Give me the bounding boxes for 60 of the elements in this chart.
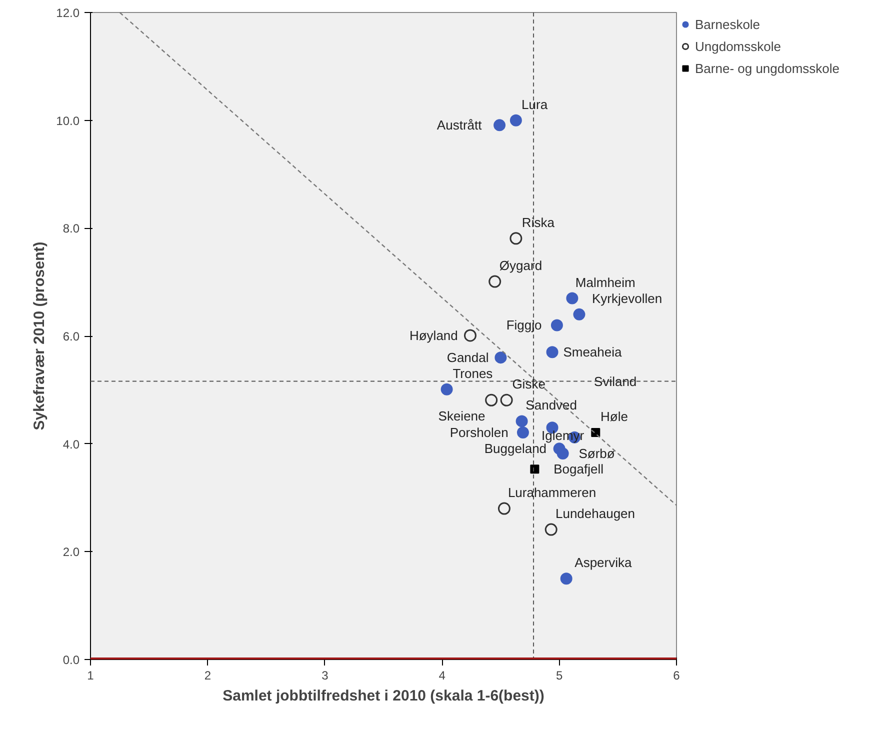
legend-label: Barneskole <box>695 16 760 32</box>
point <box>510 232 522 245</box>
annotation: Figgjo <box>506 318 542 333</box>
annotation: Høyland <box>409 328 458 343</box>
y-tick-label: 10.0 <box>56 114 80 128</box>
y-tick-label: 8.0 <box>62 222 80 236</box>
annotation: Kyrkjevollen <box>592 290 662 306</box>
legend-label: Ungdomsskole <box>695 38 781 54</box>
annotation: Sørbø <box>578 446 615 461</box>
annotation: Høle <box>600 409 628 424</box>
annotation: Bogafjell <box>554 462 604 477</box>
y-tick-label: 0.0 <box>62 653 80 667</box>
x-tick-label: 3 <box>322 668 329 682</box>
legend-label: Barne- og ungdomsskole <box>695 60 840 76</box>
annotation: Porsholen <box>450 425 508 440</box>
annotation: Gandal <box>446 350 489 366</box>
annotation: Sviland <box>594 374 637 389</box>
annotation: Giske <box>512 376 546 392</box>
x-tick-label: 5 <box>556 668 563 682</box>
point <box>516 415 528 428</box>
point <box>464 329 476 342</box>
annotation: Lurahammeren <box>508 485 596 500</box>
annotation: Riska <box>522 214 556 230</box>
annotation: Aspervika <box>574 555 632 570</box>
annotation: Skeiene <box>438 408 486 424</box>
point <box>494 352 507 364</box>
y-tick-label: 6.0 <box>62 330 80 344</box>
point <box>573 308 586 320</box>
point <box>485 394 498 406</box>
point <box>516 426 529 438</box>
x-tick-label: 4 <box>438 668 446 682</box>
x-axis-title: Samlet jobbtilfredshet i 2010 (skala 1-6(best)) <box>222 688 544 704</box>
point <box>488 275 502 288</box>
point <box>440 383 453 396</box>
y-tick-label: 4.0 <box>62 437 80 452</box>
y-tick-label: 12.0 <box>56 6 80 20</box>
y-tick-label: 2.0 <box>62 545 80 560</box>
annotation: Øygard <box>499 258 542 274</box>
point <box>510 114 522 126</box>
point <box>560 572 572 585</box>
x-tick-label: 1 <box>87 668 94 682</box>
point <box>544 523 558 536</box>
annotation: Smeaheia <box>563 344 623 360</box>
point <box>556 448 569 460</box>
x-tick-label: 6 <box>673 668 680 682</box>
point <box>500 394 513 406</box>
point <box>498 502 510 515</box>
point <box>550 319 563 332</box>
annotation: Malmheim <box>575 274 636 290</box>
y-axis-title: Sykefravær 2010 (prosent) <box>31 242 48 430</box>
annotation: Lura <box>522 96 548 112</box>
annotation: Austrått <box>436 118 482 133</box>
point <box>494 119 506 132</box>
annotation: Lundehaugen <box>555 506 636 522</box>
point <box>546 346 558 358</box>
annotation: Buggeland <box>484 441 547 456</box>
point <box>530 464 540 474</box>
annotation: Trones <box>452 366 494 381</box>
point <box>566 292 578 304</box>
x-tick-label: 2 <box>204 668 212 682</box>
